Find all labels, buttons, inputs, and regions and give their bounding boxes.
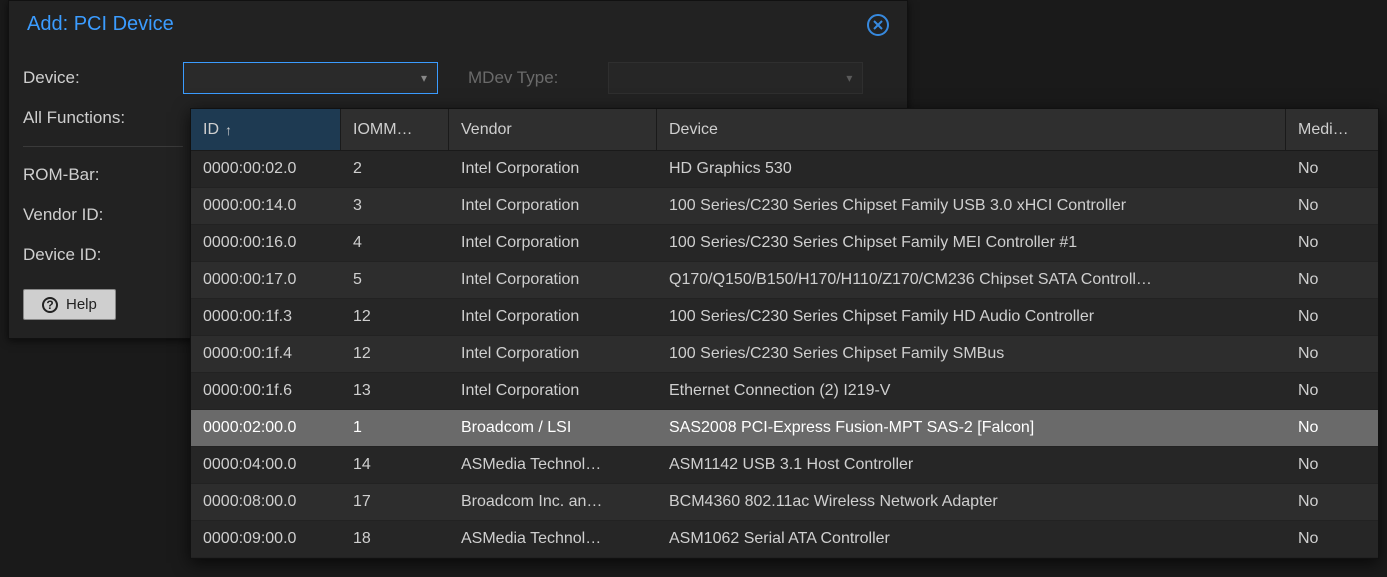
cell-iommu: 18 xyxy=(341,530,449,548)
column-header-medi[interactable]: Medi… xyxy=(1286,109,1378,150)
column-header-id[interactable]: ID ↑ xyxy=(191,109,341,150)
help-button-label: Help xyxy=(66,296,97,313)
rom-bar-label: ROM-Bar: xyxy=(23,165,183,185)
cell-iommu: 1 xyxy=(341,419,449,437)
cell-medi: No xyxy=(1286,160,1378,178)
cell-vendor: Intel Corporation xyxy=(449,382,657,400)
table-row[interactable]: 0000:02:00.01Broadcom / LSISAS2008 PCI-E… xyxy=(191,410,1378,447)
cell-medi: No xyxy=(1286,197,1378,215)
cell-medi: No xyxy=(1286,308,1378,326)
cell-id: 0000:00:1f.4 xyxy=(191,345,341,363)
dialog-title-bar: Add: PCI Device xyxy=(9,1,907,54)
cell-iommu: 4 xyxy=(341,234,449,252)
cell-device: Ethernet Connection (2) I219-V xyxy=(657,382,1286,400)
table-row[interactable]: 0000:00:17.05Intel CorporationQ170/Q150/… xyxy=(191,262,1378,299)
cell-iommu: 13 xyxy=(341,382,449,400)
cell-medi: No xyxy=(1286,382,1378,400)
column-header-iommu[interactable]: IOMM… xyxy=(341,109,449,150)
column-header-vendor[interactable]: Vendor xyxy=(449,109,657,150)
column-header-device-label: Device xyxy=(669,121,718,139)
table-row[interactable]: 0000:00:1f.613Intel CorporationEthernet … xyxy=(191,373,1378,410)
cell-id: 0000:08:00.0 xyxy=(191,493,341,511)
cell-medi: No xyxy=(1286,345,1378,363)
dialog-title: Add: PCI Device xyxy=(27,13,174,36)
cell-vendor: ASMedia Technol… xyxy=(449,456,657,474)
device-label: Device: xyxy=(23,68,183,88)
table-row[interactable]: 0000:00:1f.412Intel Corporation100 Serie… xyxy=(191,336,1378,373)
help-icon: ? xyxy=(42,297,58,313)
cell-id: 0000:00:1f.3 xyxy=(191,308,341,326)
column-header-medi-label: Medi… xyxy=(1298,121,1349,139)
device-combo[interactable]: ▾ xyxy=(183,62,438,94)
cell-device: ASM1142 USB 3.1 Host Controller xyxy=(657,456,1286,474)
cell-device: SAS2008 PCI-Express Fusion-MPT SAS-2 [Fa… xyxy=(657,419,1286,437)
all-functions-label: All Functions: xyxy=(23,108,183,128)
cell-iommu: 2 xyxy=(341,160,449,178)
device-dropdown-list: ID ↑ IOMM… Vendor Device Medi… 0000:00:0… xyxy=(190,108,1379,559)
table-row[interactable]: 0000:09:00.018ASMedia Technol…ASM1062 Se… xyxy=(191,521,1378,558)
cell-vendor: Intel Corporation xyxy=(449,271,657,289)
cell-iommu: 5 xyxy=(341,271,449,289)
cell-vendor: ASMedia Technol… xyxy=(449,530,657,548)
table-row[interactable]: 0000:00:02.02Intel CorporationHD Graphic… xyxy=(191,151,1378,188)
cell-vendor: Intel Corporation xyxy=(449,160,657,178)
cell-device: ASM1062 Serial ATA Controller xyxy=(657,530,1286,548)
cell-medi: No xyxy=(1286,456,1378,474)
cell-id: 0000:04:00.0 xyxy=(191,456,341,474)
cell-iommu: 14 xyxy=(341,456,449,474)
mdev-type-combo[interactable]: ▾ xyxy=(608,62,863,94)
sort-ascending-icon: ↑ xyxy=(225,122,232,138)
cell-vendor: Intel Corporation xyxy=(449,308,657,326)
cell-iommu: 3 xyxy=(341,197,449,215)
cell-medi: No xyxy=(1286,271,1378,289)
cell-id: 0000:00:14.0 xyxy=(191,197,341,215)
cell-vendor: Intel Corporation xyxy=(449,234,657,252)
cell-device: 100 Series/C230 Series Chipset Family HD… xyxy=(657,308,1286,326)
cell-iommu: 17 xyxy=(341,493,449,511)
cell-vendor: Broadcom / LSI xyxy=(449,419,657,437)
table-row[interactable]: 0000:04:00.014ASMedia Technol…ASM1142 US… xyxy=(191,447,1378,484)
table-row[interactable]: 0000:08:00.017Broadcom Inc. an…BCM4360 8… xyxy=(191,484,1378,521)
cell-device: BCM4360 802.11ac Wireless Network Adapte… xyxy=(657,493,1286,511)
cell-id: 0000:00:1f.6 xyxy=(191,382,341,400)
cell-iommu: 12 xyxy=(341,345,449,363)
column-header-vendor-label: Vendor xyxy=(461,121,512,139)
cell-device: 100 Series/C230 Series Chipset Family ME… xyxy=(657,234,1286,252)
table-row[interactable]: 0000:00:16.04Intel Corporation100 Series… xyxy=(191,225,1378,262)
help-button[interactable]: ? Help xyxy=(23,289,116,320)
vendor-id-label: Vendor ID: xyxy=(23,205,183,225)
cell-device: HD Graphics 530 xyxy=(657,160,1286,178)
column-header-iommu-label: IOMM… xyxy=(353,121,413,139)
cell-medi: No xyxy=(1286,493,1378,511)
cell-id: 0000:00:16.0 xyxy=(191,234,341,252)
cell-device: 100 Series/C230 Series Chipset Family US… xyxy=(657,197,1286,215)
cell-medi: No xyxy=(1286,530,1378,548)
chevron-down-icon: ▾ xyxy=(846,71,852,85)
cell-iommu: 12 xyxy=(341,308,449,326)
cell-vendor: Intel Corporation xyxy=(449,345,657,363)
device-id-label: Device ID: xyxy=(23,245,183,265)
cell-id: 0000:02:00.0 xyxy=(191,419,341,437)
cell-vendor: Broadcom Inc. an… xyxy=(449,493,657,511)
column-header-device[interactable]: Device xyxy=(657,109,1286,150)
cell-id: 0000:00:17.0 xyxy=(191,271,341,289)
cell-device: Q170/Q150/B150/H170/H110/Z170/CM236 Chip… xyxy=(657,271,1286,289)
cell-medi: No xyxy=(1286,419,1378,437)
cell-id: 0000:00:02.0 xyxy=(191,160,341,178)
table-row[interactable]: 0000:00:1f.312Intel Corporation100 Serie… xyxy=(191,299,1378,336)
cell-device: 100 Series/C230 Series Chipset Family SM… xyxy=(657,345,1286,363)
cell-id: 0000:09:00.0 xyxy=(191,530,341,548)
mdev-type-label: MDev Type: xyxy=(468,68,558,88)
dropdown-body: 0000:00:02.02Intel CorporationHD Graphic… xyxy=(191,151,1378,558)
chevron-down-icon: ▾ xyxy=(421,71,427,85)
cell-vendor: Intel Corporation xyxy=(449,197,657,215)
dropdown-header: ID ↑ IOMM… Vendor Device Medi… xyxy=(191,109,1378,151)
column-header-id-label: ID xyxy=(203,121,219,139)
cell-medi: No xyxy=(1286,234,1378,252)
table-row[interactable]: 0000:00:14.03Intel Corporation100 Series… xyxy=(191,188,1378,225)
form-separator xyxy=(23,146,183,147)
close-icon[interactable] xyxy=(867,14,889,36)
